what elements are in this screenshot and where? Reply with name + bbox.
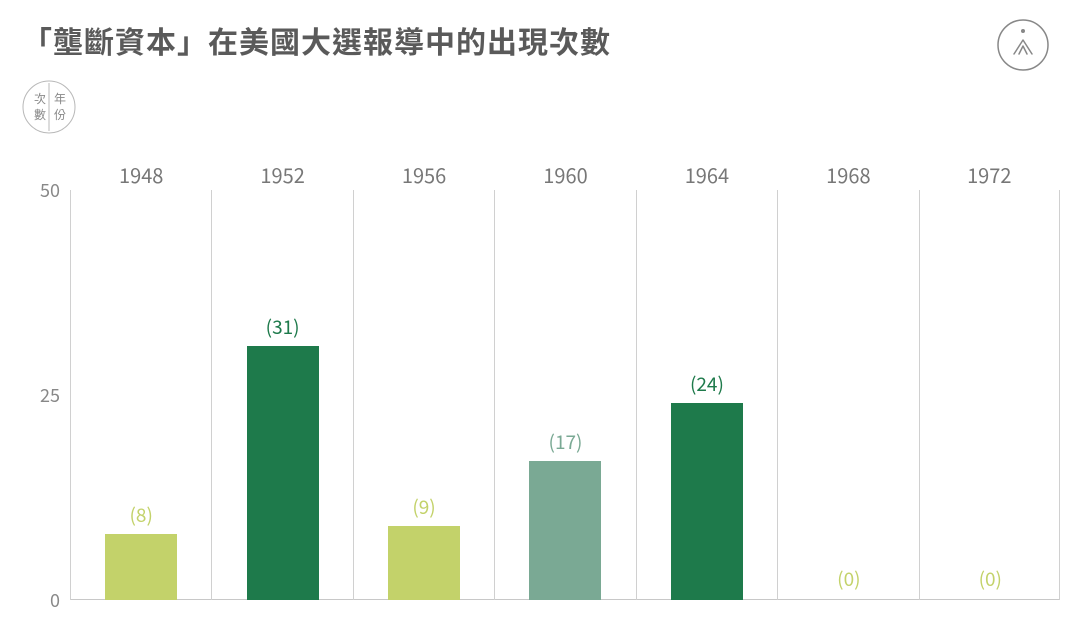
brand-logo (996, 18, 1050, 72)
x-tick-label: 1964 (637, 160, 777, 189)
x-tick-label: 1968 (778, 160, 918, 189)
chart-column: 1948(8) (70, 190, 211, 600)
x-tick-label: 1972 (920, 160, 1059, 189)
bar: (8) (105, 534, 177, 600)
plot-area: 025501948(8)1952(31)1956(9)1960(17)1964(… (70, 190, 1060, 600)
bar: (24) (671, 403, 743, 600)
chart-column: 1952(31) (211, 190, 352, 600)
chart-title: 「壟斷資本」在美國大選報導中的出現次數 (22, 18, 611, 62)
bar: (9) (388, 526, 460, 600)
bar-chart: 025501948(8)1952(31)1956(9)1960(17)1964(… (70, 160, 1060, 600)
bar-value-label: (0) (920, 565, 1061, 592)
bar: (31) (247, 346, 319, 600)
bar: (17) (529, 461, 601, 600)
axis-badge-count-2: 數 (30, 108, 50, 121)
chart-column: 1964(24) (636, 190, 777, 600)
bar-value-label: (9) (388, 493, 460, 520)
bar-value-label: (8) (105, 501, 177, 528)
bar-value-label: (31) (247, 313, 319, 340)
chart-column: 1960(17) (494, 190, 635, 600)
bar-value-label: (0) (778, 565, 919, 592)
axis-legend-badge: 次 數 年 份 (22, 80, 76, 134)
axis-badge-year-2: 份 (50, 108, 70, 121)
y-tick-label: 0 (50, 587, 60, 613)
bar-value-label: (24) (671, 370, 743, 397)
x-tick-label: 1948 (71, 160, 211, 189)
y-tick-label: 50 (40, 177, 60, 203)
y-tick-label: 25 (40, 382, 60, 408)
x-tick-label: 1960 (495, 160, 635, 189)
bar-value-label: (17) (529, 428, 601, 455)
x-tick-label: 1952 (212, 160, 352, 189)
chart-column: 1956(9) (353, 190, 494, 600)
chart-column: 1972(0) (919, 190, 1060, 600)
axis-badge-year-1: 年 (50, 92, 70, 105)
chart-column: 1968(0) (777, 190, 918, 600)
axis-badge-count-1: 次 (30, 92, 50, 105)
x-tick-label: 1956 (354, 160, 494, 189)
